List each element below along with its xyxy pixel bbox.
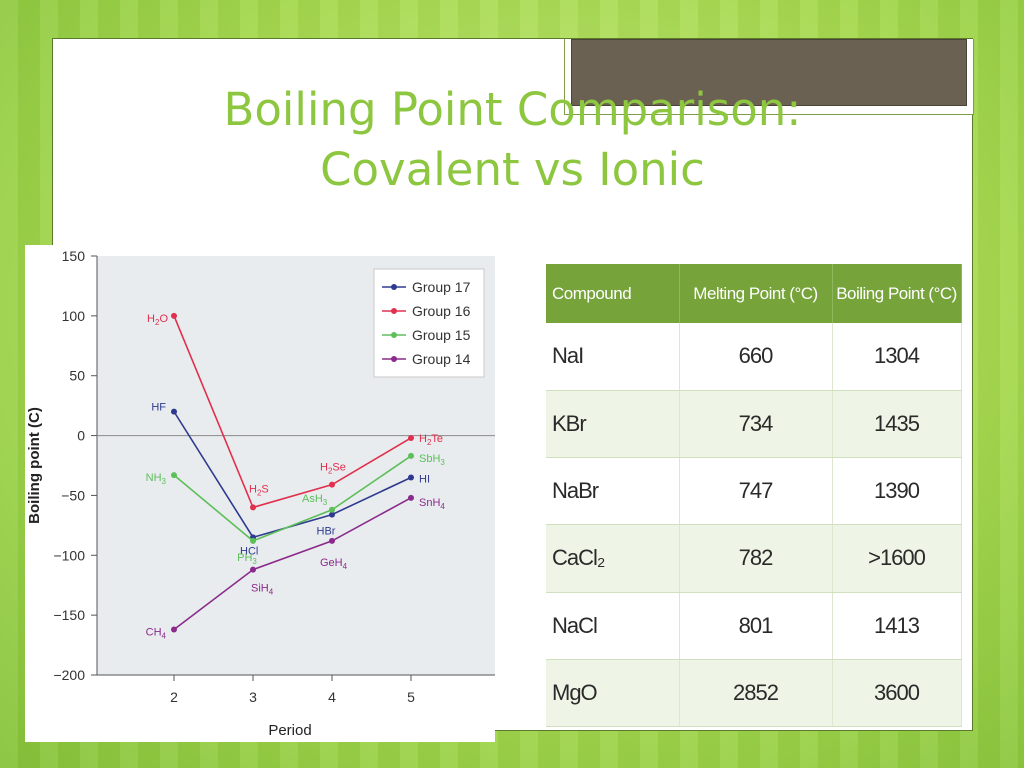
y-tick-label: −50 (61, 487, 85, 503)
table-row: KBr 734 1435 (546, 390, 962, 459)
data-point (408, 452, 414, 459)
y-tick-label: 150 (62, 248, 86, 264)
y-tick-label: −200 (53, 667, 85, 683)
legend-entry: Group 16 (412, 303, 471, 319)
data-point (171, 472, 177, 479)
x-tick-label: 3 (249, 689, 257, 705)
data-label: AsH3 (302, 493, 328, 507)
x-tick-label: 5 (407, 689, 415, 705)
data-point (329, 481, 335, 488)
y-axis-label: Boiling point (C) (26, 407, 43, 524)
data-point (329, 506, 335, 513)
data-label: SiH4 (251, 583, 274, 597)
data-label: HF (151, 402, 166, 414)
legend-swatch-point (391, 332, 397, 338)
y-tick-label: −150 (53, 607, 85, 623)
cell-boiling-point: 1390 (832, 457, 962, 526)
header-tab (571, 39, 967, 106)
data-point (250, 504, 256, 511)
data-point (171, 312, 177, 319)
data-point (250, 537, 256, 544)
legend-swatch-point (391, 284, 397, 290)
legend-swatch-point (391, 308, 397, 314)
y-tick-label: 100 (62, 308, 86, 324)
header-boiling-point: Boiling Point (°C) (832, 264, 962, 323)
legend-entry: Group 17 (412, 279, 471, 295)
header-compound: Compound (546, 264, 680, 323)
cell-melting-point: 660 (679, 323, 833, 391)
data-point (408, 434, 414, 441)
data-table: Compound Melting Point (°C) Boiling Poin… (546, 264, 962, 728)
data-label: HI (419, 473, 430, 485)
header-melting-point: Melting Point (°C) (679, 264, 833, 323)
data-point (250, 566, 256, 573)
table-row: NaBr 747 1390 (546, 457, 962, 526)
header-tab-frame (564, 39, 974, 115)
y-tick-label: −100 (53, 547, 85, 563)
cell-melting-point: 801 (679, 592, 833, 660)
data-point (171, 626, 177, 633)
cell-compound: NaBr (546, 457, 680, 526)
cell-compound: MgO (546, 659, 680, 728)
cell-boiling-point: 1304 (832, 323, 962, 391)
data-point (408, 474, 414, 481)
cell-melting-point: 782 (679, 524, 833, 593)
series-line-group-16 (173, 315, 412, 509)
data-label: NH3 (146, 472, 167, 486)
cell-boiling-point: 3600 (832, 659, 962, 728)
data-label: PH3 (237, 552, 257, 566)
cell-boiling-point: 1435 (832, 390, 962, 459)
cell-compound: KBr (546, 390, 680, 459)
y-tick-label: 50 (69, 368, 85, 384)
cell-boiling-point: >1600 (832, 524, 962, 593)
x-tick-label: 2 (170, 689, 178, 705)
cell-melting-point: 2852 (679, 659, 833, 728)
cell-boiling-point: 1413 (832, 592, 962, 660)
table-row: NaI 660 1304 (546, 323, 962, 391)
ionic-compounds-table: Compound Melting Point (°C) Boiling Poin… (546, 264, 962, 728)
data-label: GeH4 (320, 557, 348, 571)
data-point (171, 408, 177, 415)
data-point (329, 511, 335, 518)
legend-swatch-point (391, 356, 397, 362)
data-point (329, 537, 335, 544)
boiling-point-chart: 150 100 50 0 −50 −100 −150 −200 2 3 4 5 Period Boilin… (25, 245, 495, 742)
y-tick-label: 0 (77, 428, 85, 444)
data-label: SnH4 (419, 497, 445, 511)
table-row: CaCl₂ 782 >1600 (546, 524, 962, 593)
legend-entry: Group 14 (412, 351, 471, 367)
cell-melting-point: 747 (679, 457, 833, 526)
data-label: CH4 (146, 627, 167, 641)
cell-compound: CaCl₂ (546, 524, 680, 593)
series-line-group-15 (173, 455, 412, 542)
legend-entry: Group 15 (412, 327, 471, 343)
chart-svg: 150 100 50 0 −50 −100 −150 −200 2 3 4 5 Period Boilin… (26, 248, 495, 739)
data-label: H2O (147, 313, 168, 327)
table-header-row: Compound Melting Point (°C) Boiling Poin… (546, 264, 962, 323)
series-line-group-14 (173, 497, 412, 631)
table-row: NaCl 801 1413 (546, 592, 962, 660)
slide-title-line-2: Covalent vs Ionic (320, 143, 705, 196)
data-label: HBr (317, 526, 336, 538)
data-label: H2Te (419, 433, 443, 447)
x-tick-label: 4 (328, 689, 336, 705)
cell-compound: NaI (546, 323, 680, 391)
table-row: MgO 2852 3600 (546, 659, 962, 728)
data-label: H2Se (320, 462, 346, 476)
cell-compound: NaCl (546, 592, 680, 660)
slide-title-line-1: Boiling Point Comparison: (223, 83, 802, 136)
data-point (408, 494, 414, 501)
data-label: HCl (240, 545, 258, 557)
x-axis-label: Period (268, 722, 311, 739)
data-label: H2S (249, 483, 269, 497)
cell-melting-point: 734 (679, 390, 833, 459)
data-label: SbH3 (419, 453, 445, 467)
